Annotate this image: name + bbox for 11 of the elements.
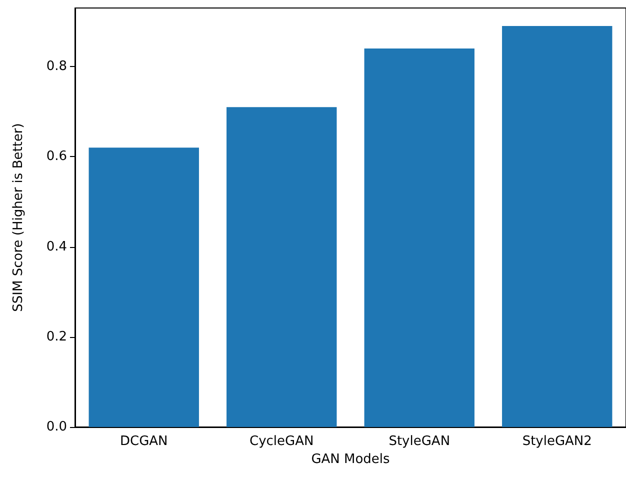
y-axis-title: SSIM Score (Higher is Better) xyxy=(11,123,26,312)
x-tick-label: StyleGAN2 xyxy=(522,434,592,449)
x-tick-label: StyleGAN xyxy=(388,434,450,449)
y-tick-label: 0.0 xyxy=(46,420,67,434)
x-tick-label: CycleGAN xyxy=(250,434,314,449)
y-tick-label: 0.4 xyxy=(46,239,67,254)
y-tick-label: 0.6 xyxy=(46,149,67,164)
x-axis-title: GAN Models xyxy=(311,452,390,467)
y-tick-label: 0.2 xyxy=(46,329,67,344)
x-tick-label: DCGAN xyxy=(120,434,168,449)
y-tick-label: 0.8 xyxy=(46,59,67,74)
